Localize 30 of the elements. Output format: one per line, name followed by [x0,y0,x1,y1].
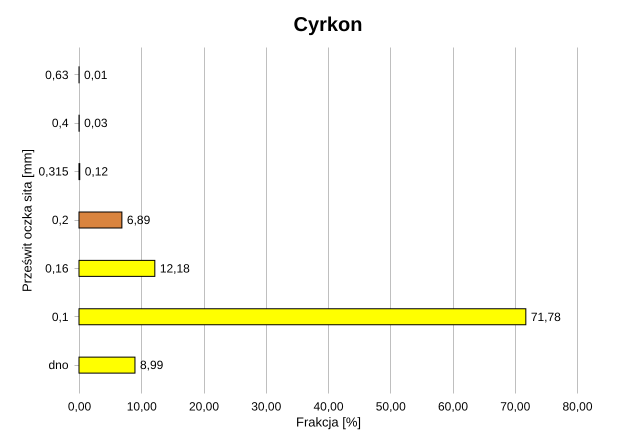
x-tick-label: 10,00 [126,400,158,414]
y-tick-label: 0,4 [52,116,69,130]
x-tick-label: 60,00 [438,400,468,414]
bar [78,356,136,374]
y-tick-label: 0,315 [38,164,69,179]
y-tick-label: 0,63 [45,68,69,82]
data-label: 0,03 [84,116,108,130]
data-label: 0,12 [84,164,108,179]
x-tick-label: 70,00 [500,400,531,414]
x-tick-label: 20,00 [188,400,220,414]
data-label: 12,18 [160,261,190,276]
chart-title: Cyrkon [294,14,362,36]
bar [78,260,156,277]
y-axis-title: Prześwit oczka sita [mm] [19,148,34,292]
data-label: 71,78 [530,310,562,324]
x-axis-title: Frakcja [%] [296,414,362,430]
x-tick-label: 80,00 [562,400,593,414]
data-label: 0,01 [84,68,108,82]
x-tick-label: 30,00 [251,400,282,414]
data-label: 8,99 [140,358,164,372]
data-label: 6,89 [126,213,151,227]
x-tick-label: 0,00 [68,400,92,414]
x-tick-label: 50,00 [376,400,406,414]
x-tick-label: 40,00 [313,400,344,414]
y-tick-label: 0,2 [52,213,69,227]
y-tick-label: 0,16 [45,261,69,276]
bar [78,212,122,228]
bar [78,308,526,326]
y-tick-label: 0,1 [52,310,69,324]
y-tick-label: dno [48,358,69,372]
